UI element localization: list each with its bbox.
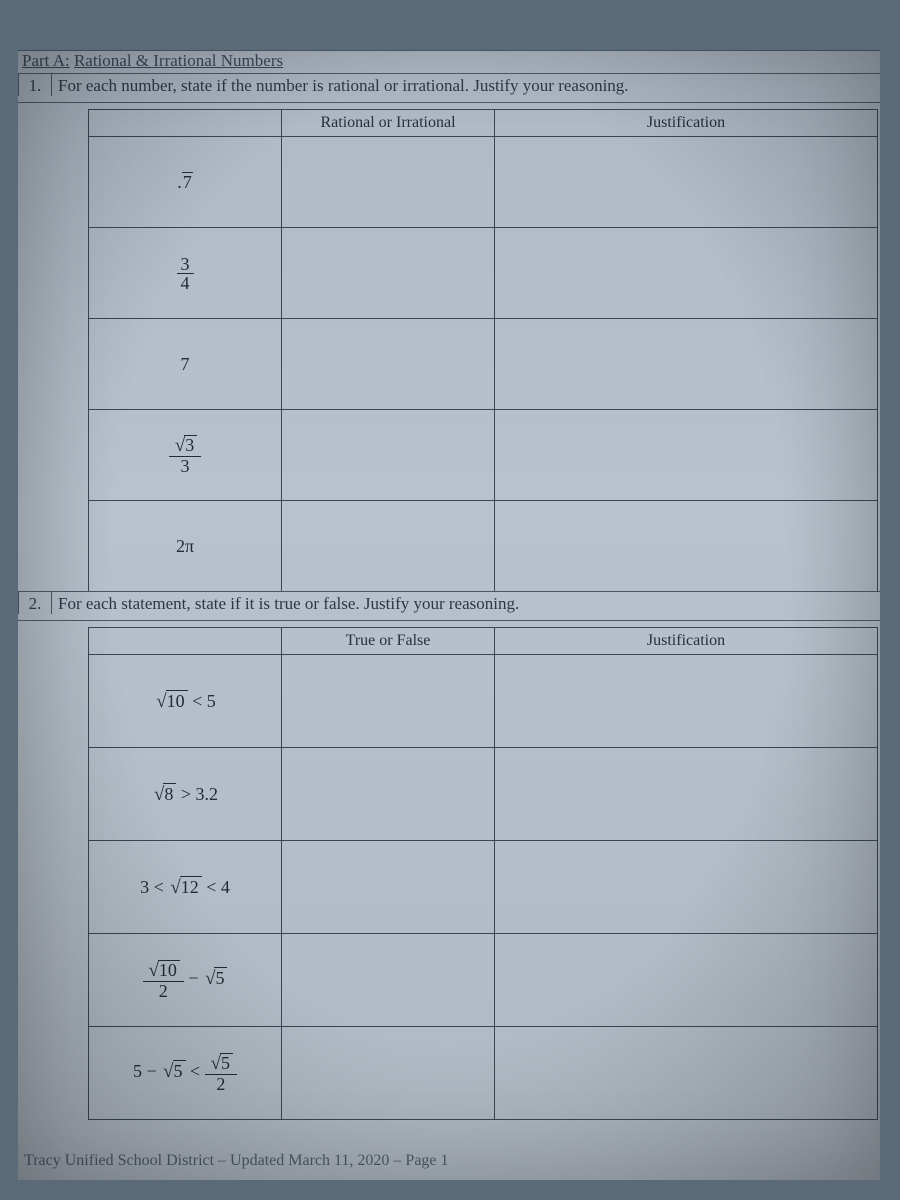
question-2-row: 2. For each statement, state if it is tr…: [18, 591, 880, 621]
expr-repeating-7: .7: [89, 137, 282, 228]
answer-cell: [282, 655, 495, 748]
question-1-table: Rational or Irrational Justification .7 …: [88, 109, 878, 592]
worksheet-page: Part A: Rational & Irrational Numbers 1.…: [18, 50, 880, 1180]
expr-7: 7: [89, 319, 282, 410]
col-justification-header: Justification: [495, 110, 878, 137]
answer-cell: [282, 934, 495, 1027]
answer-cell: [282, 137, 495, 228]
col-expression-header: [89, 110, 282, 137]
table-row: 2π: [89, 501, 878, 592]
col-rational-header: Rational or Irrational: [282, 110, 495, 137]
table-row: 5 − 5 < 5 2: [89, 1027, 878, 1120]
table-row: .7: [89, 137, 878, 228]
col-truefalse-header: True or False: [282, 628, 495, 655]
table-row: 34: [89, 228, 878, 319]
expr-2pi: 2π: [89, 501, 282, 592]
table-row: 3 3: [89, 410, 878, 501]
justification-cell: [495, 934, 878, 1027]
part-a-title: Rational & Irrational Numbers: [74, 51, 283, 70]
part-a-heading: Part A: Rational & Irrational Numbers: [18, 50, 880, 73]
table-header-row: Rational or Irrational Justification: [89, 110, 878, 137]
justification-cell: [495, 841, 878, 934]
justification-cell: [495, 319, 878, 410]
col-justification-header: Justification: [495, 628, 878, 655]
expr-3-over-4: 34: [89, 228, 282, 319]
question-2-prompt: For each statement, state if it is true …: [52, 592, 880, 620]
table-row: 10 < 5: [89, 655, 878, 748]
table-header-row: True or False Justification: [89, 628, 878, 655]
col-statement-header: [89, 628, 282, 655]
justification-cell: [495, 1027, 878, 1120]
stmt-sqrt10-lt-5: 10 < 5: [89, 655, 282, 748]
question-1-row: 1. For each number, state if the number …: [18, 73, 880, 103]
stmt-sqrt8-gt-3p2: 8 > 3.2: [89, 748, 282, 841]
table-row: 8 > 3.2: [89, 748, 878, 841]
answer-cell: [282, 501, 495, 592]
answer-cell: [282, 319, 495, 410]
question-2-number: 2.: [18, 592, 52, 614]
stmt-3-lt-sqrt12-lt-4: 3 < 12 < 4: [89, 841, 282, 934]
table-row: 3 < 12 < 4: [89, 841, 878, 934]
part-a-label: Part A:: [22, 51, 70, 70]
question-1-prompt: For each number, state if the number is …: [52, 74, 880, 102]
stmt-sqrt10-over-2-minus-sqrt5: 10 2 − 5: [89, 934, 282, 1027]
stmt-5-minus-sqrt5-lt-sqrt5-over-2: 5 − 5 < 5 2: [89, 1027, 282, 1120]
question-2-table: True or False Justification 10 < 5 8 > 3…: [88, 627, 878, 1120]
table-row: 7: [89, 319, 878, 410]
answer-cell: [282, 841, 495, 934]
page-footer: Tracy Unified School District – Updated …: [24, 1152, 449, 1170]
table-row: 10 2 − 5: [89, 934, 878, 1027]
justification-cell: [495, 655, 878, 748]
justification-cell: [495, 137, 878, 228]
justification-cell: [495, 748, 878, 841]
justification-cell: [495, 501, 878, 592]
justification-cell: [495, 410, 878, 501]
answer-cell: [282, 1027, 495, 1120]
answer-cell: [282, 410, 495, 501]
answer-cell: [282, 228, 495, 319]
question-1-number: 1.: [18, 74, 52, 96]
expr-sqrt3-over-3: 3 3: [89, 410, 282, 501]
justification-cell: [495, 228, 878, 319]
answer-cell: [282, 748, 495, 841]
